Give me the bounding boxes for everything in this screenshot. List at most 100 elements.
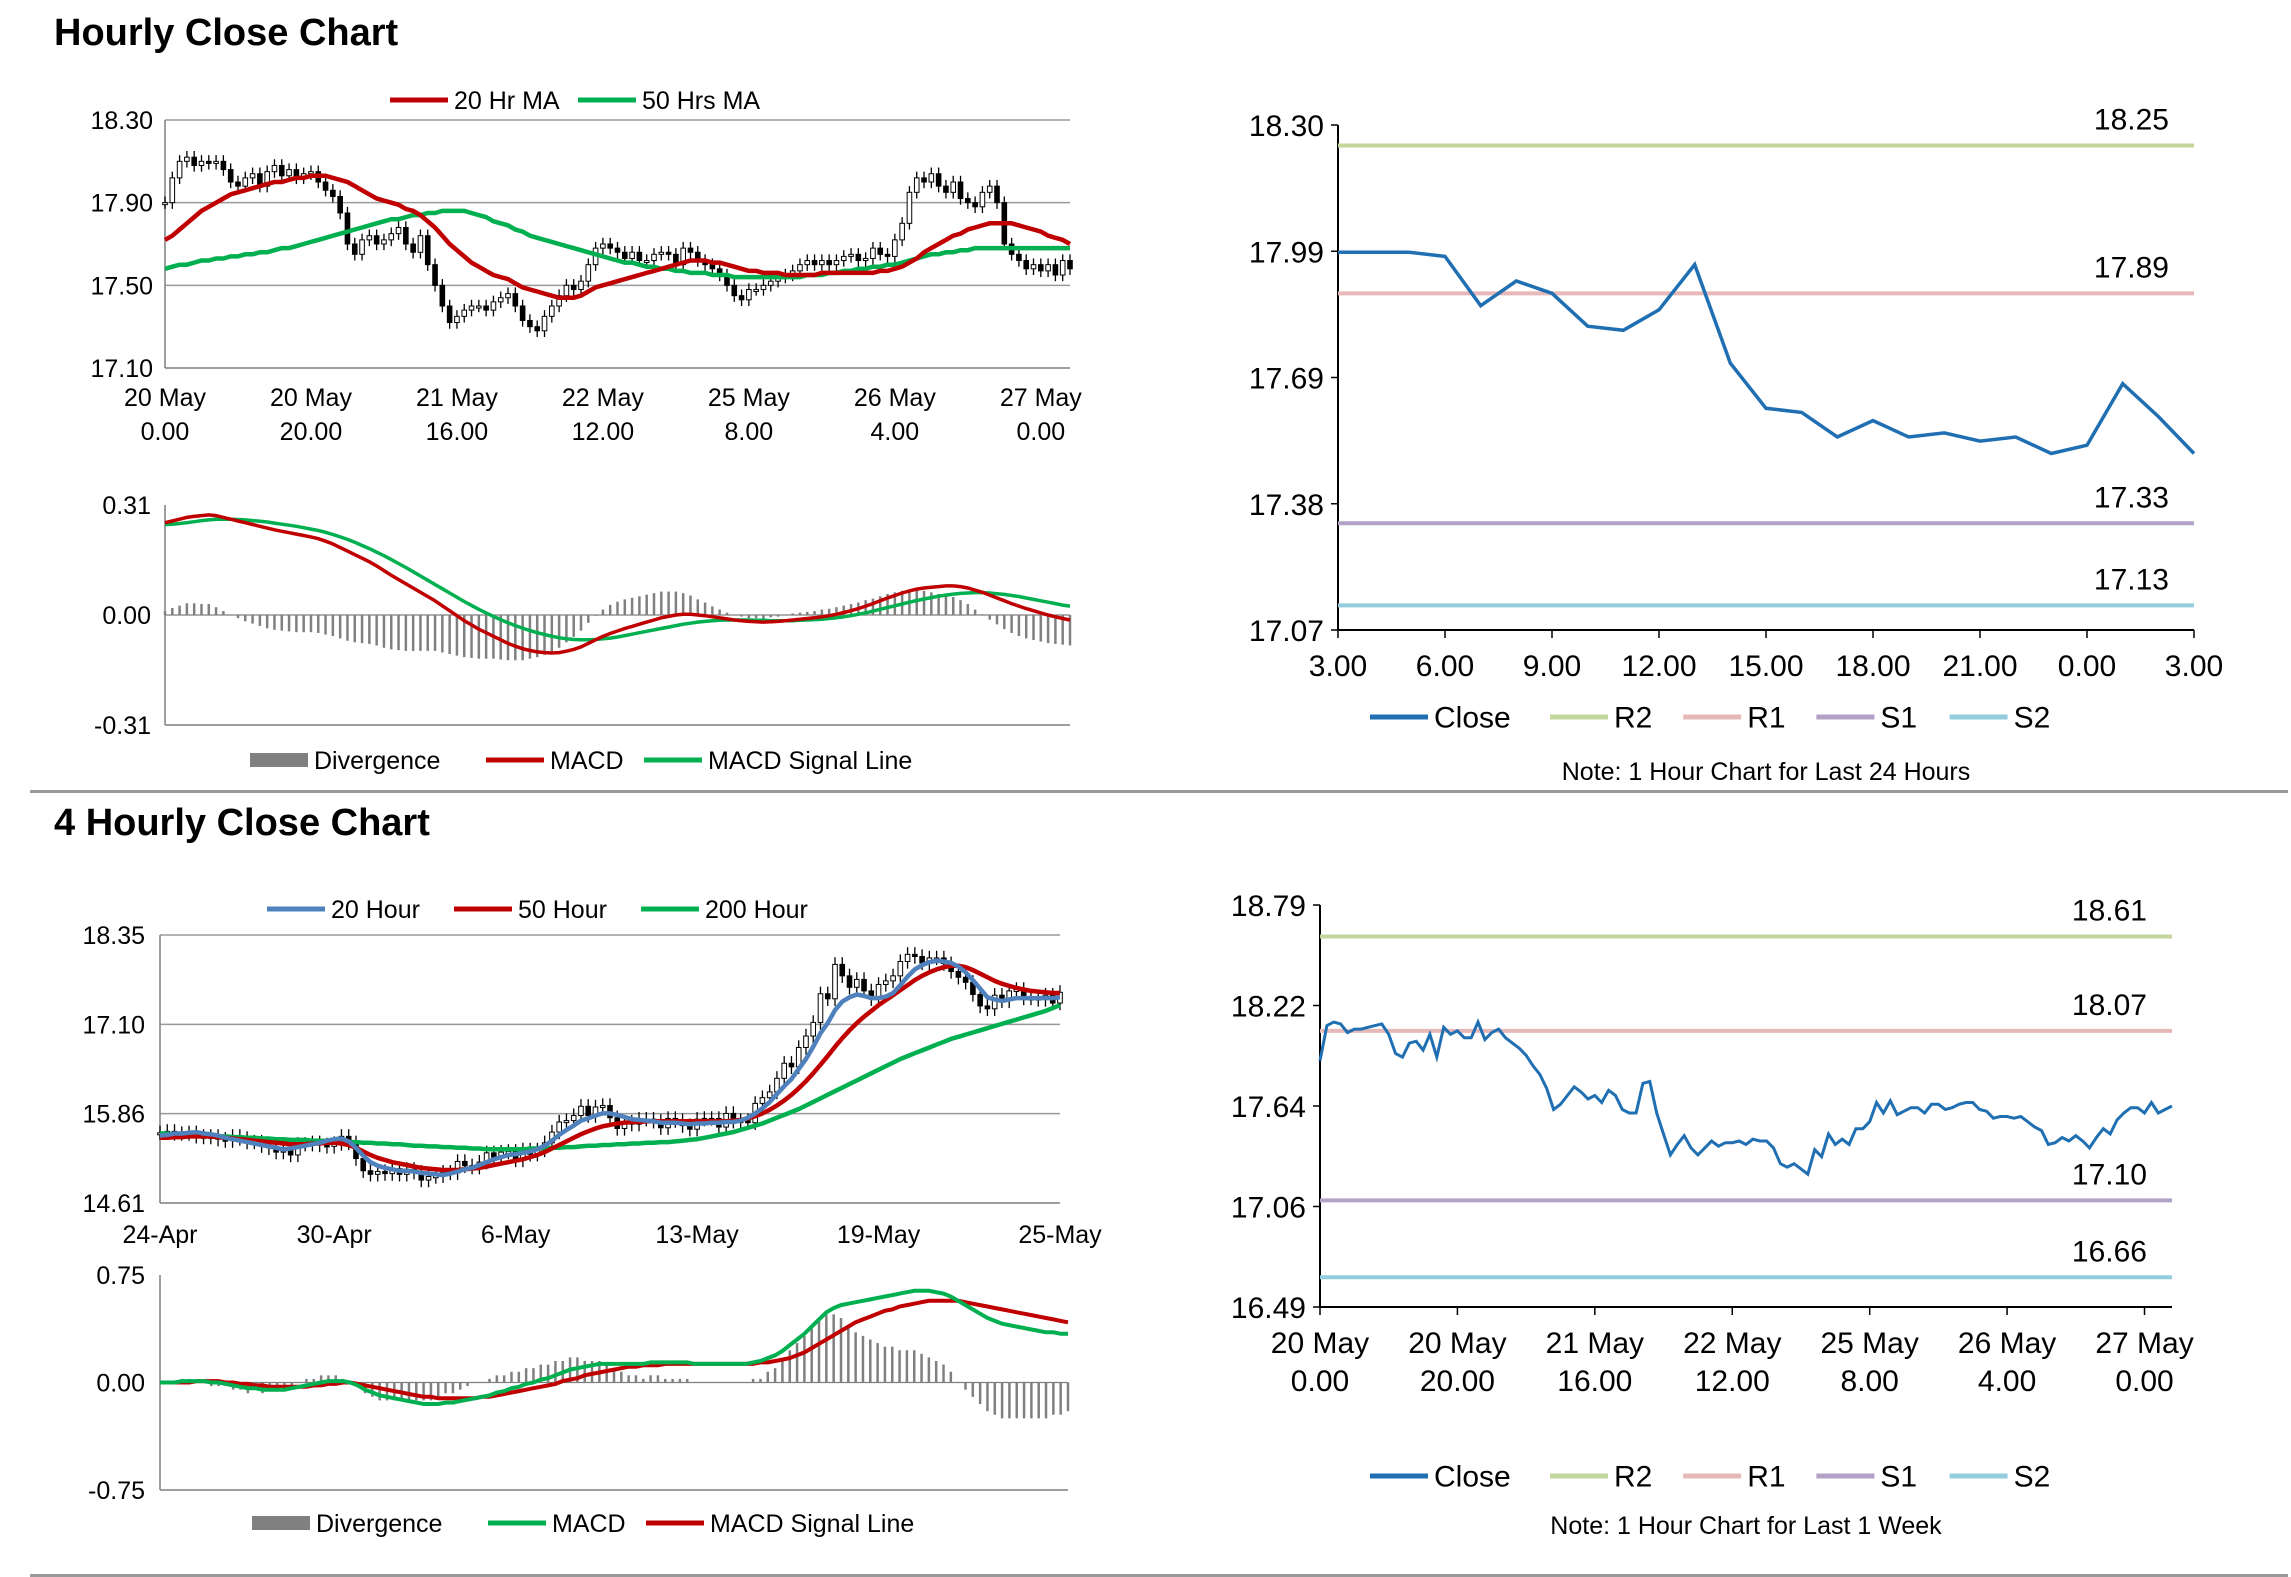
x-tick-label: 0.00: [1291, 1365, 1349, 1398]
candle-body: [965, 198, 971, 204]
candle-body: [883, 980, 889, 985]
candle-body: [205, 160, 212, 164]
candle-body: [957, 181, 964, 200]
candle-body: [848, 253, 854, 257]
candle-body: [919, 955, 925, 964]
candle-body: [709, 264, 716, 270]
candle-body: [556, 1121, 562, 1133]
x-tick-label: 16.00: [1557, 1365, 1632, 1398]
candle-body: [962, 976, 969, 983]
y-tick-label: 17.90: [90, 190, 153, 218]
candle-body: [578, 1105, 584, 1117]
candle-body: [846, 975, 853, 988]
candle-body: [242, 177, 249, 187]
candle-body: [337, 195, 343, 214]
candle-body: [198, 160, 205, 166]
x-tick-label: 22 May: [1683, 1327, 1781, 1360]
x-tick-label: 21.00: [1942, 650, 2017, 683]
candle-body: [746, 288, 752, 301]
y-tick-label: 17.50: [90, 272, 153, 300]
x-tick-label: 12.00: [1695, 1365, 1770, 1398]
candle-body: [781, 1062, 787, 1079]
x-tick-label: 20 May: [1271, 1327, 1369, 1360]
candle-body: [817, 993, 824, 1023]
candle-body: [395, 226, 402, 235]
four-hourly-price-chart: 18.35 17.10 15.86 14.61 24-Apr 30-Apr 6-May 13-…: [82, 896, 1102, 1249]
four-hourly-macd-chart: 0.75 0.00 -0.75 Divergence MACD MACD Signal L…: [88, 1262, 1070, 1538]
candle-body: [986, 185, 993, 193]
candle-body: [360, 1158, 367, 1172]
candle-body: [972, 202, 978, 208]
candle-body: [330, 189, 336, 197]
x-tick-label: 27 May: [2095, 1327, 2193, 1360]
x-tick-label: 20 May: [270, 384, 352, 412]
section-divider: [30, 790, 2288, 793]
x-tick-label: 26 May: [1958, 1327, 2056, 1360]
x-tick-label: 25 May: [1820, 1327, 1918, 1360]
candle-body: [417, 235, 424, 253]
y-tick-label: 18.30: [1249, 110, 1324, 143]
legend-label-h50: 50 Hour: [518, 896, 607, 924]
y-tick-label: 17.38: [1249, 489, 1324, 522]
candle-body: [979, 191, 986, 208]
y-tick-label: 17.64: [1231, 1091, 1306, 1124]
candle-body: [432, 264, 438, 286]
y-tick-label: 18.30: [90, 107, 153, 135]
legend-label-signal: MACD Signal Line: [708, 747, 912, 775]
legend-label-s1: S1: [1880, 702, 1917, 735]
x-tick-label: 0.00: [1016, 418, 1065, 446]
x-tick-label: 9.00: [1523, 650, 1581, 683]
candle-body: [563, 1120, 570, 1124]
legend-label-close: Close: [1434, 1461, 1511, 1494]
x-tick-label: 26 May: [854, 384, 936, 412]
x-tick-label: 20 May: [124, 384, 206, 412]
candle-body: [446, 305, 453, 324]
level-label-s2: 17.13: [2094, 563, 2169, 596]
candle-body: [367, 1170, 374, 1175]
candle-body: [738, 295, 745, 301]
x-tick-label: 6-May: [481, 1221, 551, 1249]
candle-body: [797, 264, 803, 272]
candle-body: [483, 305, 489, 311]
candle-body: [804, 260, 811, 266]
candle-body: [461, 309, 468, 317]
legend-label-s1: S1: [1880, 1461, 1917, 1494]
candle-body: [388, 233, 395, 241]
hourly-section-title: Hourly Close Chart: [54, 12, 399, 54]
candle-body: [977, 993, 983, 1007]
candle-body: [570, 284, 577, 290]
candle-body: [766, 1091, 773, 1099]
candle-body: [899, 222, 905, 241]
candle-body: [599, 1105, 606, 1109]
candle-body: [169, 177, 176, 204]
x-tick-label: 18.00: [1835, 650, 1910, 683]
candle-body: [833, 260, 840, 266]
candle-body: [191, 156, 197, 166]
candle-body: [621, 251, 628, 259]
y-tick-label: 0.00: [96, 1370, 145, 1398]
candle-body: [585, 1105, 592, 1117]
candle-body: [912, 953, 918, 957]
legend-label-macd: MACD: [552, 1510, 626, 1538]
x-tick-label: 0.00: [141, 418, 190, 446]
candle-body: [759, 1097, 766, 1104]
candle-body: [890, 975, 896, 982]
x-tick-label: 25 May: [708, 384, 790, 412]
candle-body: [570, 1115, 577, 1122]
candle-body: [162, 202, 168, 206]
x-tick-label: 25-May: [1018, 1221, 1102, 1249]
candle-body: [840, 255, 847, 262]
level-label-s2: 16.66: [2072, 1235, 2147, 1268]
x-tick-label: 19-May: [837, 1221, 921, 1249]
candle-body: [322, 181, 329, 191]
candle-body: [505, 293, 511, 299]
candle-body: [897, 961, 904, 977]
candle-body: [1052, 264, 1059, 276]
candle-body: [227, 169, 234, 183]
candle-body: [870, 247, 876, 259]
candle-body: [892, 239, 898, 257]
candle-body: [585, 264, 592, 282]
x-tick-label: 0.00: [2058, 650, 2116, 683]
x-tick-label: 8.00: [725, 418, 774, 446]
candle-body: [366, 235, 373, 241]
